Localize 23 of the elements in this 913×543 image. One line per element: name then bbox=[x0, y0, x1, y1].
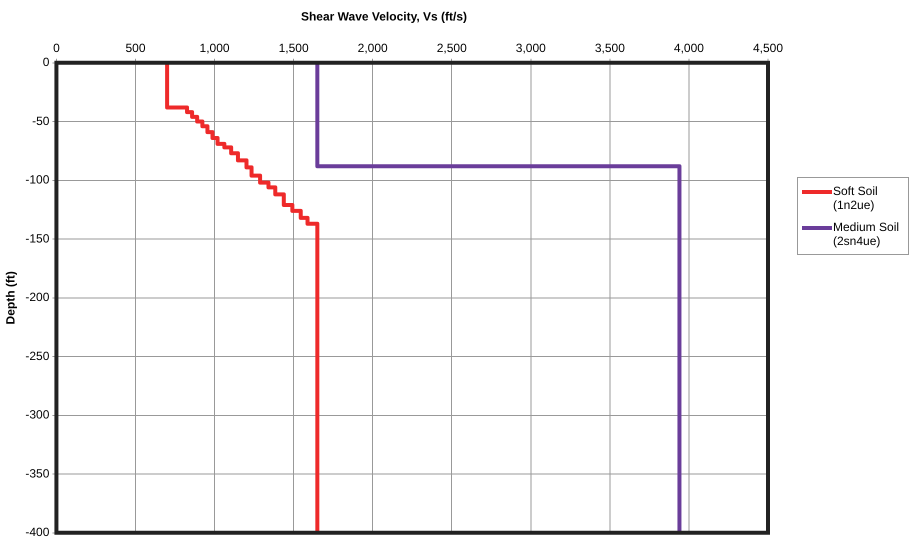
y-tick-label: -250 bbox=[25, 348, 50, 363]
y-tick-label: 0 bbox=[42, 55, 50, 70]
y-tick-label: -350 bbox=[25, 466, 50, 480]
x-tick-label: 4,000 bbox=[674, 40, 704, 55]
x-tick-label: 500 bbox=[125, 40, 146, 55]
legend-label: Medium Soil (2sn4ue) bbox=[833, 220, 900, 248]
y-tick-label: -200 bbox=[25, 290, 50, 304]
y-axis-title: Depth (ft) bbox=[4, 271, 18, 324]
x-tick-label: 3,000 bbox=[516, 40, 546, 55]
x-tick-label: 0 bbox=[53, 40, 60, 55]
chart-title: Shear Wave Velocity, Vs (ft/s) bbox=[300, 10, 468, 24]
y-tick-label: -150 bbox=[25, 231, 50, 246]
y-tick-label: -400 bbox=[25, 525, 50, 540]
x-tick-label: 3,500 bbox=[594, 40, 626, 55]
y-tick-label: -50 bbox=[32, 114, 50, 128]
y-tick-label: -100 bbox=[25, 172, 50, 187]
x-tick-label: 2,500 bbox=[436, 40, 468, 55]
x-tick-label: 1,000 bbox=[200, 40, 230, 55]
legend-label: Soft Soil (1n2ue) bbox=[833, 184, 879, 212]
y-tick-label: -300 bbox=[25, 408, 50, 422]
x-tick-label: 4,500 bbox=[752, 40, 784, 55]
x-tick-label: 2,000 bbox=[358, 40, 388, 55]
x-tick-label: 1,500 bbox=[278, 40, 309, 55]
